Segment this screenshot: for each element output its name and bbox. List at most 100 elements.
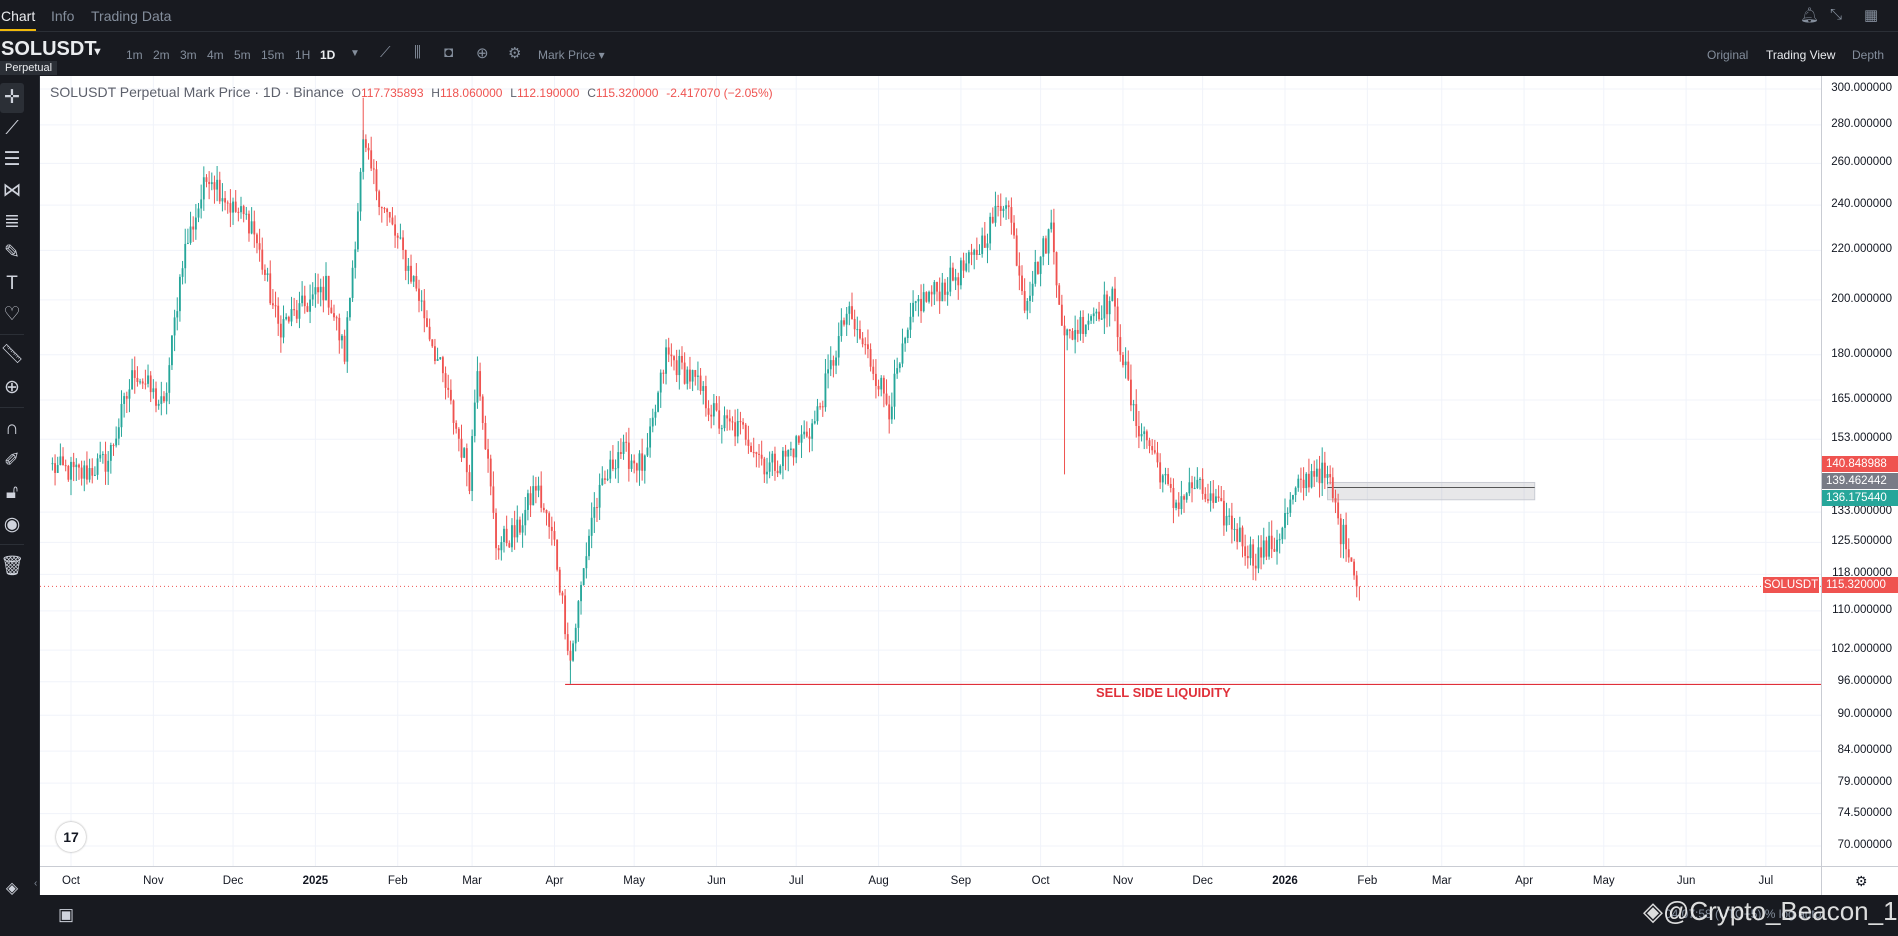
candle-body [189, 226, 192, 243]
axis-settings-corner[interactable]: ⚙ [1821, 866, 1898, 895]
view-depth[interactable]: Depth [1852, 48, 1885, 62]
candle-body [277, 305, 280, 324]
tab-trading-data[interactable]: Trading Data [91, 8, 172, 24]
trend-line-icon[interactable]: ⟋ [5, 118, 19, 139]
candle-body [1284, 513, 1286, 528]
timeframe-5m[interactable]: 5m [234, 48, 251, 62]
price-axis-label: 125.500000 [1831, 535, 1892, 548]
layers-icon[interactable]: ◈ [5, 880, 19, 897]
timeframe-1m[interactable]: 1m [126, 48, 143, 62]
candle-body [1292, 495, 1294, 500]
horizontal-lines-icon[interactable]: ☰ [3, 149, 21, 170]
crosshair-icon[interactable]: ✛ [0, 83, 24, 113]
candle-body [495, 512, 497, 549]
candle-body [88, 468, 91, 480]
candle-body [667, 347, 670, 355]
candle-body [975, 249, 978, 255]
candle-body [747, 439, 750, 446]
candles-icon[interactable]: ⫼ [414, 44, 421, 61]
timeframe-1d[interactable]: 1D [320, 48, 336, 62]
candle-body [404, 249, 407, 271]
candle-body [476, 371, 479, 403]
candle-body [593, 507, 596, 518]
candle-body [426, 318, 428, 327]
timeframe-1h[interactable]: 1H [295, 48, 311, 62]
candle-body [999, 206, 1002, 211]
add-indicator-icon[interactable]: ⊕ [476, 45, 489, 62]
tab-info[interactable]: Info [51, 8, 75, 24]
chart-pane[interactable] [40, 76, 1821, 866]
candle-body [574, 627, 577, 644]
candle-body [569, 650, 572, 661]
candle-body [920, 298, 922, 312]
tradingview-logo[interactable]: 17 [56, 822, 86, 852]
fib-levels-icon[interactable]: ≣ [4, 211, 20, 232]
candle-body [1345, 524, 1348, 550]
candle-body [843, 320, 845, 325]
heart-icon[interactable]: ♡ [3, 304, 21, 325]
line-chart-icon[interactable]: ⟋ [380, 44, 391, 61]
camera-icon[interactable]: ◘ [444, 44, 454, 61]
ruler-icon[interactable]: 📏︎ [0, 344, 25, 365]
candle-body [171, 335, 173, 366]
candle-body [1090, 316, 1093, 321]
candle-body [877, 385, 880, 390]
candle-body [912, 302, 915, 317]
candle-body [1156, 452, 1159, 463]
calendar-range-icon[interactable]: ▣ [58, 905, 75, 924]
candle-body [112, 445, 115, 447]
candle-body [959, 260, 962, 286]
candle-body [1063, 325, 1066, 336]
bell-icon[interactable]: 🔔︎ [1800, 7, 1820, 24]
candle-body [673, 356, 675, 361]
time-axis-label: Mar [462, 875, 483, 887]
candle-body [689, 369, 691, 382]
view-trading-view[interactable]: Trading View [1766, 48, 1836, 62]
time-axis-label: Apr [545, 875, 564, 887]
timeframe-2m[interactable]: 2m [153, 48, 170, 62]
timeframe-15m[interactable]: 15m [261, 48, 285, 62]
collapse-left-icon[interactable]: ‹ [34, 878, 38, 889]
candle-body [1084, 324, 1087, 335]
candle-body [402, 237, 404, 250]
tab-chart[interactable]: Chart [1, 8, 36, 24]
candle-body [1052, 222, 1055, 253]
timeframe-4m[interactable]: 4m [207, 48, 224, 62]
brush-icon[interactable]: ✎ [4, 242, 20, 263]
timeframe-3m[interactable]: 3m [180, 48, 197, 62]
candle-body [1068, 329, 1071, 332]
magnet-icon[interactable]: ∩ [5, 418, 19, 439]
candle-body [526, 493, 529, 510]
view-original[interactable]: Original [1707, 48, 1749, 62]
price-type-selector[interactable]: Mark Price ▾ [538, 48, 605, 62]
zoom-in-icon[interactable]: ⊕ [4, 377, 20, 398]
candle-body [1297, 478, 1300, 488]
pattern-icon[interactable]: ⋈ [2, 180, 22, 201]
candle-body [829, 360, 832, 370]
candle-body [766, 471, 768, 475]
pencil-lock-icon[interactable]: ✐ [4, 450, 20, 471]
candle-body [588, 535, 590, 557]
eye-icon[interactable]: ◉ [3, 514, 21, 535]
candle-body [168, 365, 171, 393]
time-axis[interactable]: Oct Nov Dec 2025 Feb Mar Apr May Jun Jul Aug Sep Oct… [40, 866, 1821, 895]
lock-icon[interactable]: 🔓︎ [5, 482, 19, 503]
candle-body [333, 313, 335, 318]
layout-grid-icon[interactable]: ▦ [1864, 7, 1879, 24]
candle-body [1074, 329, 1077, 340]
candle-body [967, 252, 970, 264]
candle-body [521, 525, 524, 533]
symbol-dropdown-caret-icon[interactable]: ▼ [92, 46, 103, 58]
candle-body [56, 465, 59, 473]
gear-icon[interactable]: ⚙ [1855, 873, 1868, 889]
trash-icon[interactable]: 🗑︎ [0, 556, 25, 577]
symbol-selector[interactable]: SOLUSDT [1, 38, 97, 60]
timeframe-more-icon[interactable]: ▼ [350, 48, 360, 59]
candle-body [1323, 462, 1326, 478]
candle-body [309, 299, 312, 312]
collapse-icon[interactable]: ⤡ [1830, 6, 1843, 23]
candle-body [965, 263, 968, 271]
text-tool-icon[interactable]: T [6, 273, 18, 294]
candlestick-chart[interactable] [40, 76, 1821, 866]
settings-icon[interactable]: ⚙ [508, 45, 522, 62]
